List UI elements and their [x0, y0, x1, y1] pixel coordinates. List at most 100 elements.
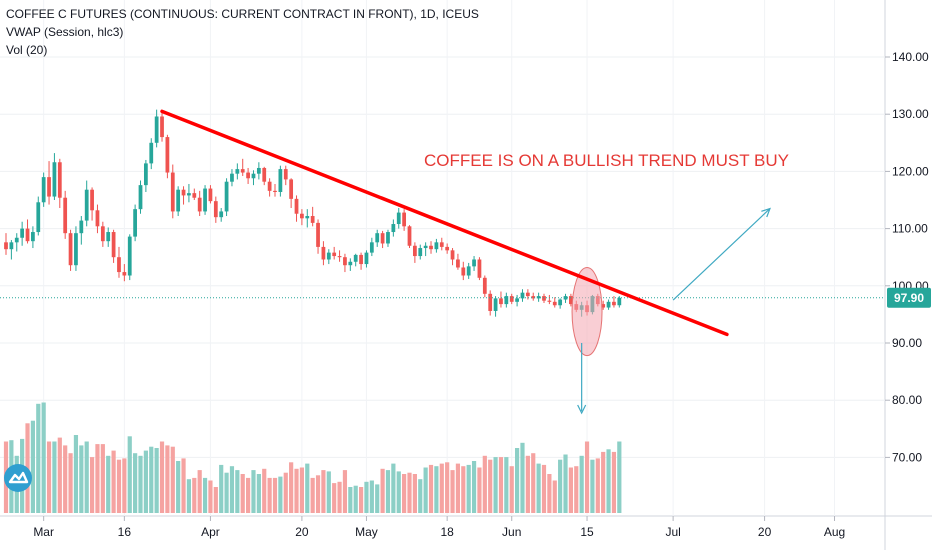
candle-body [63, 197, 68, 234]
candle-body [203, 188, 207, 212]
candle-body [563, 296, 568, 300]
volume-bar [240, 474, 245, 513]
candle-body [488, 293, 493, 311]
candle-body [273, 190, 277, 192]
candle-body [434, 242, 439, 250]
candle-body [482, 277, 487, 294]
volume-bars [3, 402, 622, 513]
candle-body [251, 173, 256, 179]
volume-bar [52, 441, 57, 513]
volume-bar [73, 435, 79, 513]
candle-body [493, 298, 498, 311]
volume-bar [584, 441, 590, 513]
candle-body [477, 259, 482, 278]
volume-bar [423, 467, 428, 513]
volume-bar [294, 468, 299, 513]
volume-bar [574, 466, 579, 513]
volume-bar [251, 470, 256, 513]
candle-body [617, 297, 622, 306]
volume-bar [159, 441, 165, 513]
volume-bar [558, 459, 563, 513]
candle-body [235, 169, 240, 174]
time-tick-label: Apr [201, 525, 220, 539]
legend-title: COFFEE C FUTURES (CONTINUOUS: CURRENT CO… [6, 7, 479, 21]
price-axis[interactable]: 140.00130.00120.00110.00100.0090.0080.00… [885, 50, 931, 464]
legend-vwap[interactable]: VWAP (Session, hlc3) [6, 25, 124, 39]
candle-body [165, 137, 170, 173]
candle-body [294, 198, 299, 214]
annotations: COFFEE IS ON A BULLISH TREND MUST BUY [0, 109, 885, 415]
candle-body [547, 300, 552, 302]
candle-body [149, 142, 154, 164]
volume-bar [41, 402, 46, 513]
candle-body [181, 189, 186, 196]
candle-body [106, 232, 111, 242]
volume-bar [138, 455, 143, 513]
volume-bar [547, 474, 552, 513]
volume-bar [321, 470, 326, 513]
volume-bar [63, 445, 68, 513]
candle-body [47, 177, 51, 197]
volume-bar [477, 467, 482, 513]
time-axis[interactable]: Mar 16 Apr 20 May 18 Jun 15 Jul 20 Aug [33, 516, 845, 539]
volume-bar [326, 471, 331, 513]
candle-body [461, 267, 466, 276]
tradingview-logo-icon[interactable] [4, 464, 32, 492]
volume-bar [246, 477, 251, 513]
arrow-up-head [761, 207, 771, 218]
candle-body [208, 188, 213, 202]
volume-bar [348, 487, 353, 513]
price-tick-label: 140.00 [892, 50, 929, 64]
candle-body [278, 169, 283, 192]
candle-body [197, 197, 202, 212]
candle-body [321, 246, 326, 260]
price-tick-label: 90.00 [892, 336, 922, 350]
volume-bar [299, 467, 304, 513]
volume-bar [568, 467, 573, 513]
candle-body [154, 116, 159, 143]
candle-body [332, 252, 337, 257]
candle-body [439, 242, 444, 247]
candle-body [31, 232, 35, 242]
candle-body [79, 220, 84, 234]
candle-body [224, 181, 229, 212]
volume-bar [455, 463, 461, 513]
volume-bar [111, 450, 116, 513]
candle-body [305, 216, 310, 219]
time-tick-label: 20 [758, 525, 772, 539]
volume-bar [450, 470, 455, 513]
volume-bar [68, 453, 73, 513]
candle-body [326, 252, 331, 260]
candle-body [558, 299, 563, 306]
candle-body [143, 163, 148, 186]
candle-body [84, 189, 89, 221]
volume-bar [165, 445, 170, 513]
candle-body [509, 296, 514, 302]
volume-bar [224, 472, 229, 513]
volume-bar [154, 448, 159, 513]
highlight-ellipse [571, 266, 603, 357]
candle-body [601, 304, 606, 308]
candle-body [380, 233, 385, 244]
volume-bar [256, 474, 261, 513]
volume-bar [95, 444, 100, 513]
candle-body [283, 169, 288, 180]
candle-body [170, 172, 175, 212]
candle-body [391, 224, 396, 233]
volume-bar [509, 466, 514, 513]
candle-body [192, 193, 197, 198]
candle-body [57, 162, 62, 198]
price-tick-label: 110.00 [892, 222, 928, 236]
price-tick-label: 120.00 [892, 164, 929, 178]
volume-bar [289, 462, 294, 513]
candle-body [569, 296, 573, 305]
volume-bar [310, 477, 315, 513]
candle-body [364, 252, 369, 265]
candle-body [525, 292, 530, 297]
legend-vol[interactable]: Vol (20) [6, 43, 48, 57]
volume-bar [428, 464, 434, 513]
trendline [160, 109, 729, 337]
last-price-tag [887, 287, 931, 308]
